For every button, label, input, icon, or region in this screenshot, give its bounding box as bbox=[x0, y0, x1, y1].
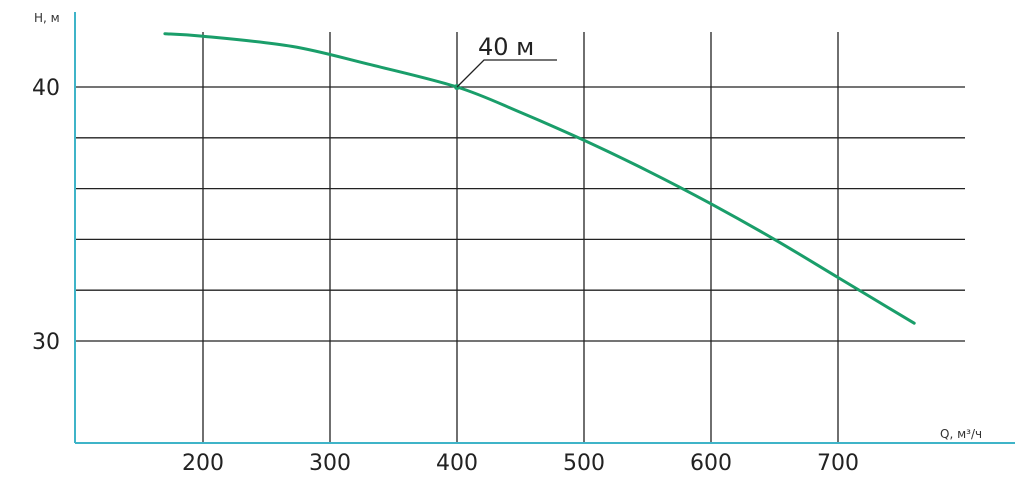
x-tick-label-500: 500 bbox=[563, 451, 605, 476]
x-axis-label: Q, м³/ч bbox=[940, 427, 982, 441]
annotation-label-0: 40 м bbox=[478, 33, 534, 61]
x-tick-label-300: 300 bbox=[309, 451, 351, 476]
tick-labels: 200 300 400 500 600 700 30 40 Н, м Q, м³/ч bbox=[32, 11, 982, 476]
x-tick-label-400: 400 bbox=[436, 451, 478, 476]
annotation-layer: 40 м bbox=[454, 33, 557, 90]
vertical-gridlines bbox=[202, 32, 839, 443]
y-axis-label: Н, м bbox=[34, 11, 60, 25]
annotation-leader-0 bbox=[456, 59, 557, 88]
series-layer bbox=[163, 32, 916, 325]
horizontal-gridlines bbox=[75, 86, 965, 342]
x-tick-label-700: 700 bbox=[817, 451, 859, 476]
x-tick-label-600: 600 bbox=[690, 451, 732, 476]
y-tick-label-40: 40 bbox=[32, 76, 60, 101]
series-line-0 bbox=[163, 32, 916, 325]
x-tick-label-200: 200 bbox=[182, 451, 224, 476]
y-tick-label-30: 30 bbox=[32, 330, 60, 355]
axes bbox=[74, 12, 1015, 444]
